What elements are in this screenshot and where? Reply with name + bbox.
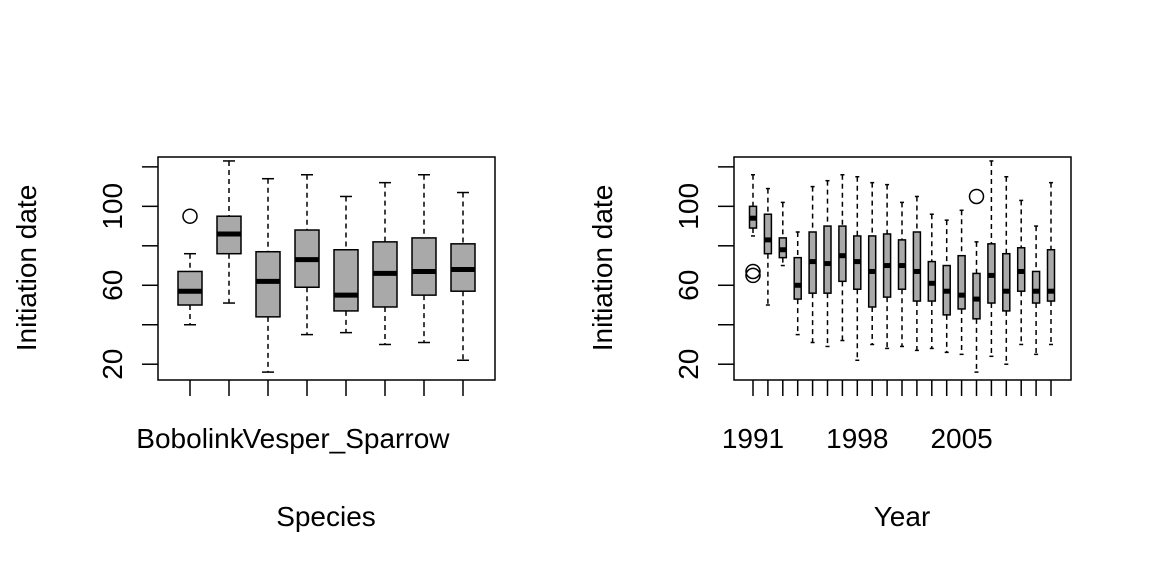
- iqr-box: [912, 231, 922, 302]
- y-tick-label: 20: [673, 349, 704, 380]
- box-13: [942, 219, 951, 354]
- outlier-point: [745, 263, 761, 280]
- outlier-point: [745, 267, 761, 284]
- box-8: [867, 181, 877, 346]
- box-17: [1002, 175, 1011, 365]
- iqr-box: [255, 250, 281, 318]
- box-1: [216, 160, 242, 304]
- box-5: [372, 181, 398, 346]
- iqr-box: [1031, 270, 1041, 304]
- box-3: [793, 231, 802, 336]
- iqr-box: [411, 237, 437, 296]
- y-tick-label: 60: [97, 270, 128, 301]
- year-boxplot-panel: Year Initiation date 20 60 100 1991 1998 2005: [587, 156, 1072, 532]
- box-4: [333, 195, 359, 334]
- box-6: [838, 174, 847, 342]
- box-0: [745, 174, 761, 284]
- iqr-box: [972, 272, 981, 320]
- x-axis-label: Year: [874, 501, 931, 532]
- iqr-box: [793, 256, 802, 300]
- box-11: [912, 195, 922, 352]
- y-axis-label: Initiation date: [587, 185, 618, 352]
- box-2: [778, 201, 788, 267]
- box-12: [927, 213, 937, 350]
- iqr-box: [823, 225, 832, 294]
- box-10: [897, 201, 907, 348]
- box-7: [853, 175, 862, 362]
- box-4: [808, 185, 817, 344]
- outlier-point: [182, 208, 198, 224]
- box-1: [763, 187, 773, 306]
- box-14: [957, 209, 966, 356]
- y-tick-label: 20: [97, 349, 128, 380]
- box-15: [968, 188, 985, 373]
- box-16: [987, 160, 996, 358]
- y-tick-label: 100: [97, 183, 128, 230]
- iqr-box: [957, 254, 966, 310]
- box-3: [294, 174, 320, 336]
- box-18: [1016, 199, 1026, 346]
- iqr-box: [333, 249, 359, 312]
- box-20: [1046, 181, 1056, 346]
- box-7: [450, 191, 476, 362]
- iqr-box: [763, 213, 773, 255]
- box-19: [1031, 225, 1041, 356]
- x-tick-label: 1991: [722, 423, 784, 454]
- species-boxplot-panel: Species Initiation date 20 60 100 BobolinkV…: [11, 156, 496, 532]
- x-tick-label: Vesper_Sparrow: [242, 423, 450, 454]
- outlier-point: [968, 188, 985, 205]
- box-5: [823, 179, 832, 348]
- iqr-box: [1046, 249, 1056, 302]
- x-tick-label: 2005: [930, 423, 992, 454]
- x-axis-label: Species: [276, 501, 376, 532]
- box-6: [411, 174, 437, 344]
- y-tick-label: 60: [673, 270, 704, 301]
- box-9: [882, 183, 892, 350]
- plot-frame: [157, 156, 496, 381]
- y-tick-label: 100: [673, 183, 704, 230]
- iqr-box: [1002, 252, 1011, 312]
- iqr-box: [177, 270, 203, 306]
- y-axis-label: Initiation date: [11, 185, 42, 352]
- x-tick-label: Bobolink: [136, 423, 244, 454]
- x-tick-label: 1998: [826, 423, 888, 454]
- box-2: [255, 177, 281, 373]
- box-0: [177, 208, 203, 326]
